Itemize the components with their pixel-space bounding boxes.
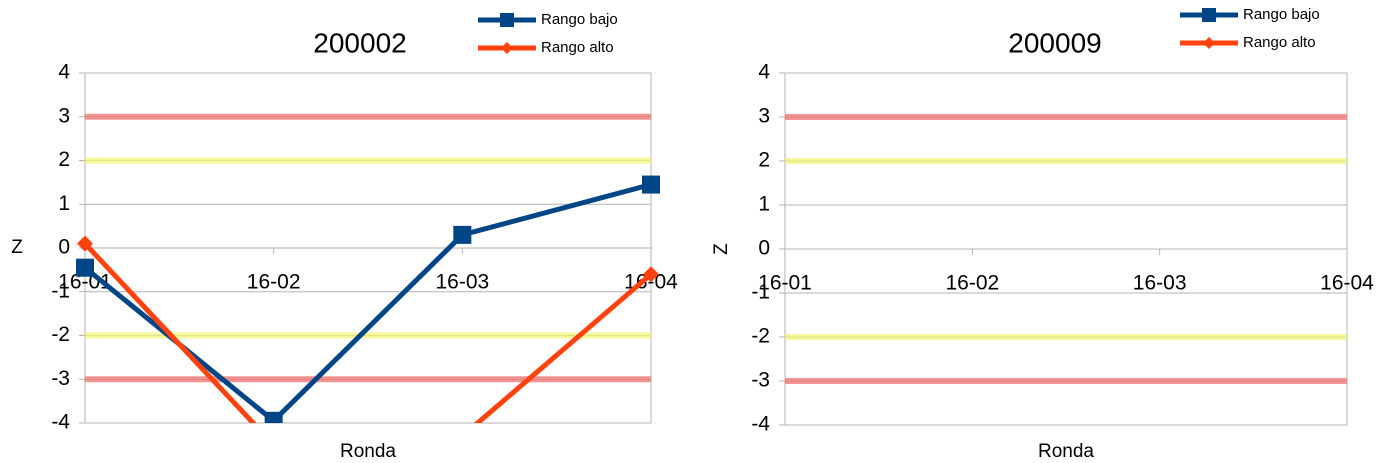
marker bbox=[77, 235, 93, 252]
y-tick-label: -3 bbox=[751, 369, 770, 392]
marker bbox=[642, 175, 660, 194]
y-tick-label: 0 bbox=[58, 236, 70, 259]
legend-label: Rango bajo bbox=[541, 11, 618, 28]
y-tick-label: 3 bbox=[758, 105, 770, 128]
chart: 200009 -4 -3 -2 -1 0 1 2 3 4 16-01 16-02 16-03 16-04 R… bbox=[711, 6, 1374, 462]
y-tick-label: 0 bbox=[758, 237, 770, 260]
legend-label: Rango alto bbox=[541, 39, 614, 56]
chart-title: 200009 bbox=[1008, 27, 1101, 58]
x-tick-label: 16-02 bbox=[247, 271, 301, 294]
marker bbox=[264, 411, 283, 423]
series-line bbox=[83, 241, 653, 423]
y-tick-label: 1 bbox=[758, 193, 770, 216]
y-tick-label: 2 bbox=[58, 148, 70, 171]
chart-title: 200002 bbox=[313, 27, 406, 58]
marker bbox=[454, 428, 470, 444]
y-axis-label: Z bbox=[711, 243, 732, 255]
y-tick-label: 4 bbox=[758, 61, 770, 84]
y-tick-label: -4 bbox=[751, 413, 770, 436]
y-tick-label: -2 bbox=[51, 323, 70, 346]
y-tick-label: 2 bbox=[758, 149, 770, 172]
plot-area bbox=[76, 175, 660, 453]
y-tick-label: -2 bbox=[751, 325, 770, 348]
y-tick-label: 4 bbox=[58, 61, 70, 84]
y-tick-label: -4 bbox=[51, 411, 70, 434]
legend-marker bbox=[1202, 8, 1216, 22]
legend-marker bbox=[501, 42, 513, 54]
marker bbox=[453, 225, 472, 244]
x-tick-label: 16-04 bbox=[1320, 272, 1374, 295]
series-line bbox=[83, 182, 652, 423]
x-axis-label: Ronda bbox=[340, 441, 396, 462]
marker bbox=[76, 258, 94, 277]
y-tick-label: -1 bbox=[51, 279, 70, 302]
marker bbox=[266, 437, 282, 453]
x-tick-label: 16-03 bbox=[1133, 272, 1187, 295]
chart: 200002-4-3-2-10123416-0116-0216-0316-04R… bbox=[11, 11, 678, 462]
y-tick-label: 1 bbox=[58, 192, 70, 215]
y-axis-label: Z bbox=[11, 237, 23, 258]
y-tick-label: -1 bbox=[751, 281, 770, 304]
y-tick-label: -3 bbox=[51, 367, 70, 390]
x-tick-label: 16-01 bbox=[758, 272, 812, 295]
legend-label: Rango alto bbox=[1243, 34, 1316, 51]
x-tick-label: 16-03 bbox=[435, 271, 489, 294]
legend-marker bbox=[500, 13, 514, 27]
x-axis-label: Ronda bbox=[1038, 441, 1094, 462]
legend-label: Rango bajo bbox=[1243, 6, 1320, 23]
marker bbox=[643, 266, 659, 283]
legend-marker bbox=[1203, 37, 1215, 49]
x-tick-label: 16-02 bbox=[945, 272, 999, 295]
y-tick-label: 3 bbox=[58, 104, 70, 127]
